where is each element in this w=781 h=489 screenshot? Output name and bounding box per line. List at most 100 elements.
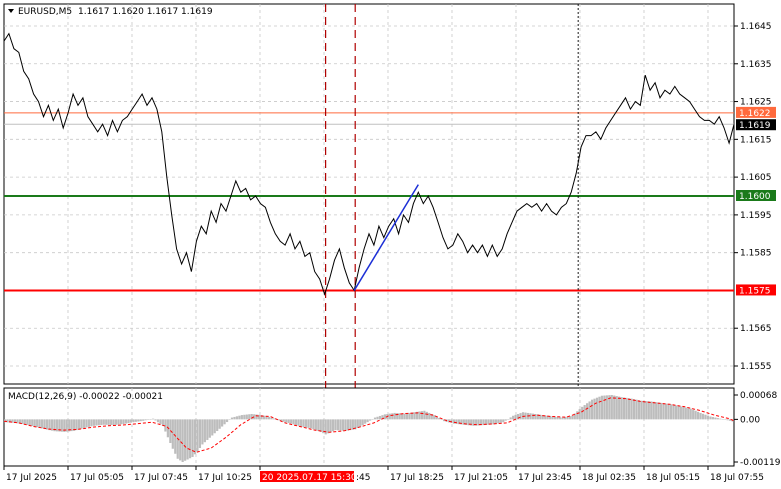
macd-bar <box>26 419 29 425</box>
price-levels <box>4 112 734 292</box>
macd-bar <box>82 419 86 428</box>
macd-bar <box>586 403 589 420</box>
macd-bar <box>655 402 658 420</box>
macd-bar <box>388 413 391 420</box>
macd-bar <box>489 419 493 425</box>
macd-bar <box>23 419 26 425</box>
macd-bar <box>346 419 350 431</box>
macd-bar <box>181 419 184 462</box>
macd-axis-ticks: 0.00068 0.00 -0.00119 <box>734 391 781 468</box>
macd-bar <box>359 419 362 427</box>
macd-bar <box>405 413 409 420</box>
macd-bar <box>171 419 174 449</box>
macd-bar <box>102 419 105 425</box>
macd-bar <box>381 415 384 420</box>
macd-bar <box>327 419 330 434</box>
macd-bar <box>282 419 285 422</box>
macd-bar <box>169 419 172 444</box>
macd-bar <box>277 419 280 421</box>
macd-bar <box>351 419 354 430</box>
macd-bar <box>317 419 320 432</box>
y-tick-label: 1.1635 <box>740 60 772 70</box>
x-axis-ticks: 17 Jul 2025 17 Jul 05:05 17 Jul 07:45 17 Ju… <box>3 466 764 483</box>
macd-bar <box>292 419 295 425</box>
macd-bar <box>420 411 423 420</box>
macd-bar <box>255 414 258 420</box>
macd-bar <box>642 400 645 420</box>
macd-bar <box>349 419 352 431</box>
macd-bar <box>132 419 135 423</box>
macd-bar <box>534 413 537 420</box>
macd-bar <box>28 419 31 426</box>
macd-bar <box>467 419 470 426</box>
macd-bar <box>129 419 132 423</box>
macd-bar <box>697 411 700 420</box>
macd-bar <box>233 416 236 420</box>
macd-tick-label: -0.00119 <box>740 458 781 468</box>
macd-bar <box>179 419 182 461</box>
macd-bar <box>196 419 199 452</box>
macd-bar <box>378 415 382 420</box>
macd-bar <box>142 419 145 421</box>
macd-bar <box>73 419 76 431</box>
macd-bar <box>201 419 204 445</box>
macd-bar <box>588 401 591 420</box>
macd-bar <box>391 413 394 420</box>
y-tick-label: 1.1595 <box>740 211 772 221</box>
macd-bar <box>218 419 221 429</box>
collapse-triangle-icon[interactable] <box>8 9 14 13</box>
macd-bar <box>539 414 542 420</box>
macd-bar <box>692 409 695 420</box>
macd-bar <box>442 419 446 422</box>
macd-bar <box>610 395 613 420</box>
macd-bar <box>627 398 631 420</box>
macd-bar <box>13 419 17 423</box>
macd-bar <box>198 419 202 449</box>
macd-bar <box>393 412 396 420</box>
macd-bar <box>706 415 710 420</box>
macd-bar <box>440 419 443 420</box>
macd-bar <box>403 413 406 420</box>
price-level-tag <box>736 284 776 296</box>
macd-bar <box>418 411 421 420</box>
y-tick-label: 1.1585 <box>740 249 772 259</box>
y-tick-label: 1.1625 <box>740 98 772 108</box>
macd-bar <box>366 419 369 423</box>
macd-bar <box>213 419 216 434</box>
macd-bar <box>4 419 7 423</box>
macd-bar <box>647 401 650 420</box>
macd-bar <box>122 419 125 425</box>
macd-bar <box>447 419 451 423</box>
macd-bar <box>709 416 712 420</box>
macd-bar <box>657 402 660 420</box>
macd-bar <box>43 419 46 430</box>
price-level-tag <box>736 190 776 201</box>
macd-bar <box>235 416 239 420</box>
price-level-tag <box>736 119 776 131</box>
macd-bar <box>280 419 283 422</box>
macd-bar <box>514 414 517 420</box>
x-tick-label: 17 Jul 05:05 <box>70 473 124 483</box>
macd-bar <box>376 416 379 420</box>
macd-bar <box>401 413 404 420</box>
main-grid <box>4 4 734 384</box>
macd-bar <box>613 395 616 420</box>
macd-bar <box>371 419 374 420</box>
macd-bar <box>191 419 194 457</box>
macd-bar <box>270 417 273 420</box>
macd-bar <box>297 419 300 426</box>
macd-bar <box>50 419 54 431</box>
macd-bar <box>92 419 95 426</box>
macd-bar <box>97 419 100 426</box>
macd-bar <box>369 419 372 421</box>
macd-bar <box>295 419 298 426</box>
trend-line[interactable] <box>353 184 419 291</box>
macd-bar <box>139 419 142 422</box>
macd-bar <box>637 400 641 420</box>
macd-bar <box>290 419 293 424</box>
macd-bar <box>223 419 226 425</box>
macd-bar <box>309 419 313 429</box>
macd-bar <box>361 419 364 426</box>
macd-bar <box>110 419 113 426</box>
